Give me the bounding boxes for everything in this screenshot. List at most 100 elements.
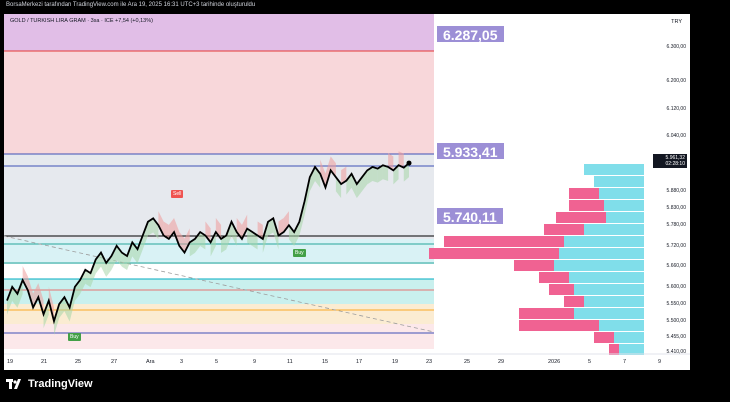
trend-band-segment xyxy=(38,283,44,315)
volume-profile-buy-bar xyxy=(569,272,644,283)
level-callout-2: 5.933,41 xyxy=(436,142,505,160)
trend-band-segment xyxy=(388,152,394,171)
trend-band-segment xyxy=(142,221,148,250)
trend-band-segment xyxy=(273,218,279,250)
trend-band-segment xyxy=(210,232,216,257)
price-tick-label: 6.200,00 xyxy=(666,78,686,85)
trend-band-segment xyxy=(111,245,117,271)
trend-band-segment xyxy=(268,218,274,236)
volume-profile-buy-bar xyxy=(604,200,644,211)
trend-band-segment xyxy=(85,269,91,288)
last-price-badge: 5.961,32 02:28:10 xyxy=(653,154,687,168)
price-tick-label: 5.455,00 xyxy=(666,333,686,340)
volume-profile-sell-bar xyxy=(519,308,574,319)
volume-profile-sell-bar xyxy=(594,332,614,343)
time-tick-label: 9 xyxy=(253,359,257,365)
volume-profile-buy-bar xyxy=(559,248,644,259)
trend-band-segment xyxy=(7,286,13,315)
time-tick-label: 15 xyxy=(322,359,329,365)
trend-band-segment xyxy=(278,218,284,236)
trend-band-segment xyxy=(382,165,389,181)
trend-band-segment xyxy=(64,297,70,322)
price-tick-label: 6.120,00 xyxy=(666,105,686,112)
trend-line xyxy=(4,235,435,333)
trend-band-segment xyxy=(341,166,347,185)
trend-band-segment xyxy=(398,151,404,168)
volume-profile-sell-bar xyxy=(544,224,584,235)
trend-band-segment xyxy=(367,166,373,185)
symbol-legend[interactable]: GOLD / TURKISH LIRA GRAM · 3sa · ICE +7,… xyxy=(10,18,153,24)
price-tick-label: 5.880,00 xyxy=(666,187,686,194)
zone-cyan-2 xyxy=(4,279,434,304)
buy-signal-badge-2: Buy xyxy=(68,333,81,341)
trend-band-segment xyxy=(231,221,237,247)
trend-band-segment xyxy=(320,159,326,188)
price-tick-label: 5.500,00 xyxy=(666,318,686,325)
price-tick-label: 5.780,00 xyxy=(666,222,686,229)
time-tick-label: 25 xyxy=(75,359,82,365)
zone-top xyxy=(4,14,434,51)
time-tick-label: 21 xyxy=(41,359,48,365)
time-tick-label: 2026 xyxy=(548,359,561,365)
trend-band-segment xyxy=(257,221,263,239)
trend-band-segment xyxy=(174,218,180,246)
trend-band-segment xyxy=(294,221,300,247)
trend-band-segment xyxy=(221,235,227,253)
level-callout-3: 5.740,11 xyxy=(436,207,504,225)
volume-profile-buy-bar xyxy=(574,308,644,319)
volume-profile-buy-bar xyxy=(554,260,644,271)
volume-profile-sell-bar xyxy=(519,320,599,331)
trend-band-segment xyxy=(100,252,107,277)
chart-panel[interactable]: GOLD / TURKISH LIRA GRAM · 3sa · ICE +7,… xyxy=(4,14,690,370)
volume-profile-sell-bar xyxy=(569,200,604,211)
level-callout-1: 6.287,05 xyxy=(436,25,505,43)
time-tick-label: 3 xyxy=(180,359,184,365)
trend-band-segment xyxy=(226,221,232,250)
volume-profile-sell-bar xyxy=(444,236,564,247)
price-series-line xyxy=(6,162,410,325)
volume-profile-sell-bar xyxy=(609,344,619,355)
price-tick-label: 5.600,00 xyxy=(666,283,686,290)
time-tick-label: 19 xyxy=(7,359,14,365)
brand-name: TradingView xyxy=(28,378,93,390)
time-tick-label: 11 xyxy=(287,359,293,365)
price-chart[interactable] xyxy=(4,14,690,370)
volume-profile-sell-bar xyxy=(429,248,559,259)
trend-band-segment xyxy=(137,235,143,264)
trend-band-segment xyxy=(27,276,34,308)
currency-label[interactable]: TRY xyxy=(671,19,682,25)
buy-signal-badge-1: Buy xyxy=(293,249,306,257)
zone-upper xyxy=(4,51,434,154)
price-tick-label: 5.720,00 xyxy=(666,242,686,249)
time-tick-label: 5 xyxy=(215,359,219,365)
trend-band-segment xyxy=(80,269,86,295)
volume-profile-buy-bar xyxy=(584,296,644,307)
tradingview-logo-icon xyxy=(6,379,21,389)
volume-profile-buy-bar xyxy=(614,332,644,343)
trend-band-segment xyxy=(372,166,378,183)
trend-band-segment xyxy=(90,259,96,288)
price-tick-label: 5.660,00 xyxy=(666,263,686,270)
zone-orange xyxy=(4,304,434,324)
time-tick-label: 29 xyxy=(498,359,505,365)
volume-profile-buy-bar xyxy=(584,224,644,235)
trend-band-segment xyxy=(200,232,206,250)
volume-profile-sell-bar xyxy=(556,212,606,223)
time-tick-label: 17 xyxy=(356,359,363,365)
time-tick-label: Ara xyxy=(146,359,155,365)
trend-band-segment xyxy=(325,156,331,188)
volume-profile-sell-bar xyxy=(539,272,569,283)
volume-profile-sell-bar xyxy=(569,188,599,199)
tradingview-footer[interactable]: TradingView xyxy=(6,378,93,390)
price-tick-label: 5.410,00 xyxy=(666,349,686,355)
last-price-dot xyxy=(406,160,412,166)
zone-cyan-1 xyxy=(4,239,434,264)
trend-band-segment xyxy=(121,252,128,271)
last-price-value: 5.961,32 xyxy=(665,155,685,161)
trend-band-segment xyxy=(252,232,258,250)
trend-band-segment xyxy=(53,304,60,336)
price-tick-label: 5.830,00 xyxy=(666,205,686,212)
price-tick-label: 5.550,00 xyxy=(666,301,686,308)
trend-band-segment xyxy=(17,280,23,308)
